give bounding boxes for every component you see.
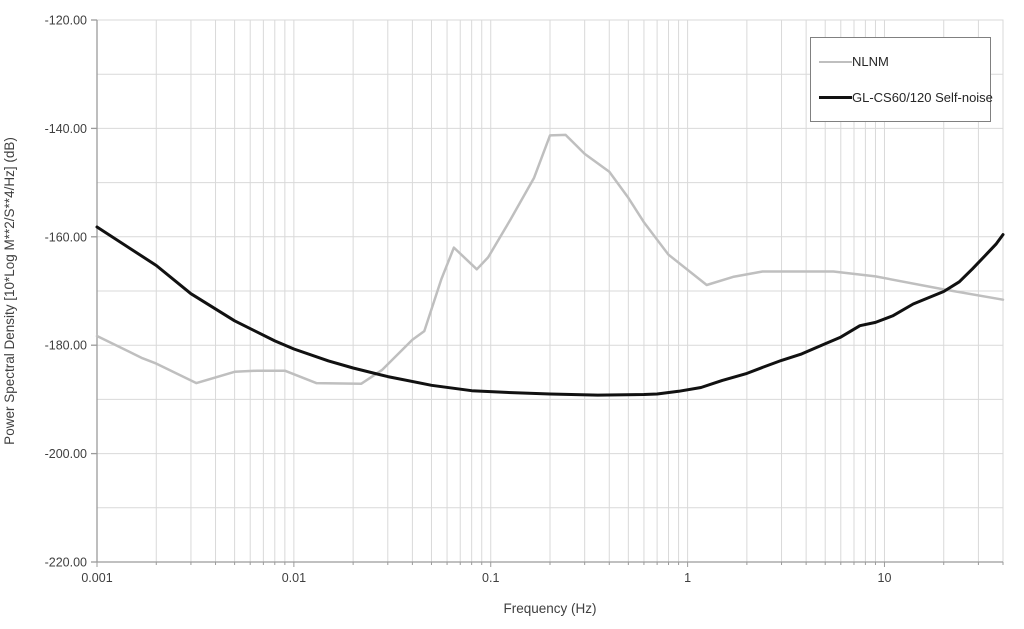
y-tick-label: -140.00 [45,122,87,136]
y-axis-title: Power Spectral Density [10*Log M**2/S**4… [2,137,17,445]
y-tick-label: -220.00 [45,556,87,570]
y-tick-label: -200.00 [45,447,87,461]
x-tick-label: 0.1 [482,571,499,585]
series-line-nlnm [95,133,1005,385]
x-tick-label: 1 [684,571,691,585]
y-tick-label: -120.00 [45,14,87,28]
x-tick-label: 10 [878,571,892,585]
nlnm-line-swatch [819,60,852,63]
axes [91,19,1004,567]
selfnoise-line-swatch [819,95,852,99]
x-tick-label: 0.001 [81,571,112,585]
legend-entry-selfnoise: GL-CS60/120 Self-noise [819,90,993,105]
y-tick-label: -180.00 [45,339,87,353]
series-line-selfnoise [95,225,1005,397]
chart-legend: NLNM GL-CS60/120 Self-noise [810,37,993,122]
x-tick-label: 0.01 [282,571,306,585]
legend-label-nlnm: NLNM [852,54,889,70]
legend-entry-nlnm: NLNM [819,54,982,69]
legend-label-selfnoise: GL-CS60/120 Self-noise [852,89,993,105]
x-axis-title: Frequency (Hz) [503,601,596,616]
tick-labels: -120.00 -140.00 -160.00 -180.00 -200.00 -220.… [45,14,892,586]
y-tick-label: -160.00 [45,230,87,244]
